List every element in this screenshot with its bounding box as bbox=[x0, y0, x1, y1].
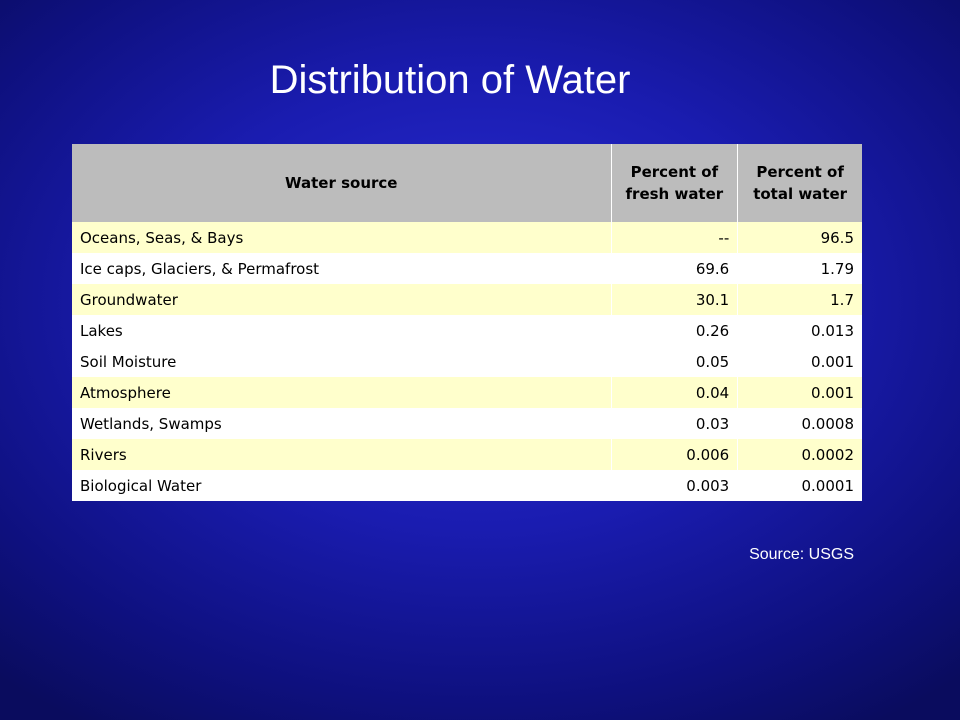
cell-percent-total: 96.5 bbox=[737, 222, 862, 253]
cell-percent-total: 0.013 bbox=[737, 315, 862, 346]
table-row: Rivers 0.006 0.0002 bbox=[72, 439, 862, 470]
cell-percent-fresh: 30.1 bbox=[611, 284, 739, 315]
table-row: Oceans, Seas, & Bays -- 96.5 bbox=[72, 222, 862, 253]
cell-percent-fresh: 0.05 bbox=[611, 346, 739, 377]
cell-water-source: Wetlands, Swamps bbox=[72, 408, 612, 439]
cell-percent-fresh: 0.006 bbox=[611, 439, 739, 470]
slide-title: Distribution of Water bbox=[269, 58, 631, 102]
cell-percent-fresh: 0.04 bbox=[611, 377, 739, 408]
table-row: Atmosphere 0.04 0.001 bbox=[72, 377, 862, 408]
cell-percent-total: 0.0001 bbox=[737, 470, 862, 501]
water-distribution-table-container: Water source Percent of fresh water Perc… bbox=[72, 144, 862, 501]
cell-water-source: Groundwater bbox=[72, 284, 612, 315]
source-note: Source: USGS bbox=[749, 546, 854, 563]
cell-percent-total: 0.001 bbox=[737, 377, 862, 408]
cell-water-source: Soil Moisture bbox=[72, 346, 612, 377]
cell-water-source: Lakes bbox=[72, 315, 612, 346]
cell-water-source: Rivers bbox=[72, 439, 612, 470]
table-row: Wetlands, Swamps 0.03 0.0008 bbox=[72, 408, 862, 439]
cell-percent-fresh: 0.26 bbox=[611, 315, 739, 346]
header-percent-fresh-water: Percent of fresh water bbox=[611, 144, 739, 222]
cell-percent-total: 0.0002 bbox=[737, 439, 862, 470]
cell-water-source: Ice caps, Glaciers, & Permafrost bbox=[72, 253, 612, 284]
cell-percent-total: 0.001 bbox=[737, 346, 862, 377]
header-row: Water source Percent of fresh water Perc… bbox=[72, 144, 862, 222]
cell-percent-fresh: -- bbox=[611, 222, 739, 253]
table-row: Biological Water 0.003 0.0001 bbox=[72, 470, 862, 501]
cell-water-source: Oceans, Seas, & Bays bbox=[72, 222, 612, 253]
cell-water-source: Atmosphere bbox=[72, 377, 612, 408]
cell-percent-fresh: 0.03 bbox=[611, 408, 739, 439]
table-row: Ice caps, Glaciers, & Permafrost 69.6 1.… bbox=[72, 253, 862, 284]
table-body: Oceans, Seas, & Bays -- 96.5 Ice caps, G… bbox=[72, 222, 862, 501]
cell-percent-total: 1.7 bbox=[737, 284, 862, 315]
cell-percent-fresh: 0.003 bbox=[611, 470, 739, 501]
water-distribution-table: Water source Percent of fresh water Perc… bbox=[72, 144, 862, 501]
table-row: Groundwater 30.1 1.7 bbox=[72, 284, 862, 315]
header-water-source: Water source bbox=[72, 144, 612, 222]
table-header: Water source Percent of fresh water Perc… bbox=[72, 144, 862, 222]
header-percent-total-water: Percent of total water bbox=[737, 144, 862, 222]
cell-water-source: Biological Water bbox=[72, 470, 612, 501]
cell-percent-fresh: 69.6 bbox=[611, 253, 739, 284]
table-row: Soil Moisture 0.05 0.001 bbox=[72, 346, 862, 377]
table-row: Lakes 0.26 0.013 bbox=[72, 315, 862, 346]
cell-percent-total: 0.0008 bbox=[737, 408, 862, 439]
cell-percent-total: 1.79 bbox=[737, 253, 862, 284]
